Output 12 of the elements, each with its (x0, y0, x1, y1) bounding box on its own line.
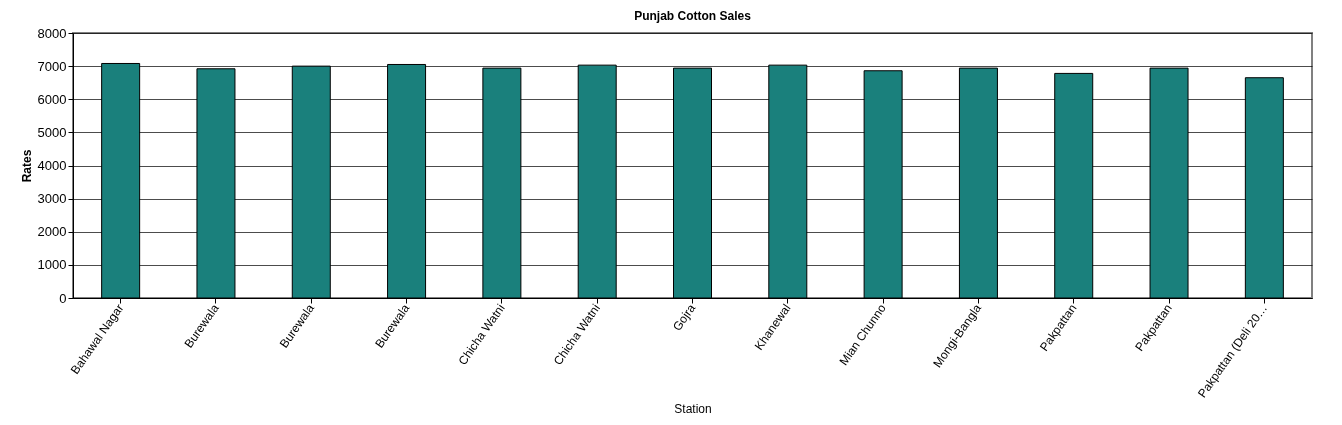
y-tick-label: 6000 (37, 91, 67, 107)
y-tick-label: 1000 (37, 257, 67, 273)
x-axis-title: Station (674, 401, 712, 416)
chart-title: Punjab Cotton Sales (634, 9, 752, 23)
y-tick-label: 3000 (37, 191, 67, 207)
y-tick-label: 7000 (37, 58, 67, 74)
y-tick-label: 2000 (37, 224, 67, 240)
y-axis-title: Rates (19, 149, 34, 183)
y-tick-label: 5000 (37, 124, 67, 140)
y-tick-label: 4000 (37, 158, 67, 173)
y-tick-label: 0 (59, 290, 67, 306)
y-tick-label: 8000 (37, 25, 67, 41)
